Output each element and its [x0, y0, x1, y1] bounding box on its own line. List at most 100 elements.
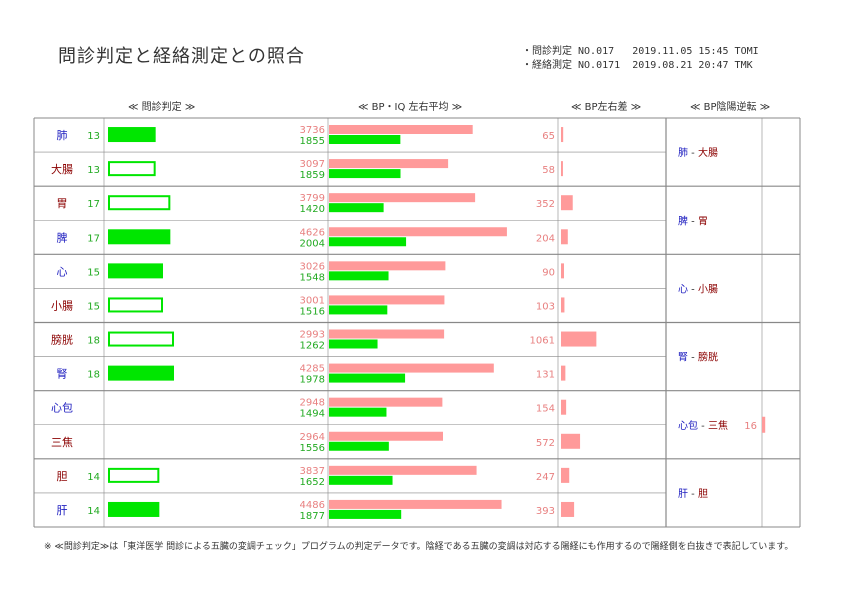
iq-bar [329, 407, 387, 417]
organ-label: 心包 [51, 402, 73, 415]
iq-bar [329, 305, 388, 315]
diff-bar [561, 195, 573, 211]
bp-bar [329, 227, 507, 237]
diff-label: 204 [536, 233, 555, 244]
iq-label: 1516 [300, 306, 325, 317]
footnote: ※ ≪問診判定≫は「東洋医学 問診による五臓の変調チェック」プログラムの判定デー… [44, 542, 794, 552]
organ-label: 大腸 [51, 162, 73, 176]
iq-label: 1877 [300, 511, 325, 522]
score-bar-hollow [108, 467, 160, 483]
monshin-record-info: ・問診判定 NO.017 2019.11.05 15:45 TOMI [522, 46, 759, 57]
diff-label: 58 [542, 165, 555, 176]
diff-label: 572 [536, 438, 555, 449]
bp-label: 4285 [300, 364, 325, 375]
organ-label: 胃 [57, 197, 68, 210]
score-bar-hollow [108, 297, 163, 313]
diff-bar [561, 127, 564, 143]
diff-label: 1061 [530, 336, 555, 347]
bp-bar [329, 363, 494, 373]
score-label: 18 [87, 370, 100, 381]
organ-label: 肝 [57, 504, 68, 517]
measurement-record-info: ・経絡測定 NO.0171 2019.08.21 20:47 TMK [522, 60, 753, 71]
organ-label: 胆 [57, 470, 68, 483]
diff-bar [561, 365, 566, 381]
diff-label: 103 [536, 301, 555, 312]
bp-bar [329, 499, 502, 509]
iq-bar [329, 203, 384, 213]
score-bar-hollow [108, 195, 171, 211]
bp-label: 3799 [300, 193, 325, 204]
iq-label: 1494 [300, 409, 325, 420]
iq-bar [329, 509, 402, 519]
bp-label: 3837 [300, 466, 325, 477]
diff-label: 131 [536, 370, 555, 381]
iq-label: 2004 [300, 238, 325, 249]
bp-label: 2964 [300, 432, 325, 443]
score-label: 17 [87, 199, 100, 210]
iq-label: 1855 [300, 136, 325, 147]
organ-label: 心 [57, 265, 68, 278]
diff-bar [561, 331, 597, 347]
iq-label: 1556 [300, 443, 325, 454]
iq-label: 1262 [300, 341, 325, 352]
score-label: 17 [87, 233, 100, 244]
diff-label: 154 [536, 404, 555, 415]
iq-bar [329, 271, 389, 281]
score-bar [108, 127, 156, 143]
inversion-bar [762, 416, 766, 433]
score-label: 13 [87, 131, 100, 142]
diff-label: 65 [542, 131, 555, 142]
iq-bar [329, 373, 406, 383]
diff-label: 90 [542, 267, 555, 278]
diff-bar [561, 467, 570, 483]
iq-bar [329, 169, 401, 179]
page-title: 問診判定と経絡測定との照合 [58, 46, 305, 67]
diff-bar [561, 229, 568, 245]
score-label: 15 [87, 301, 100, 312]
bp-label: 3736 [300, 125, 325, 136]
diff-bar [561, 501, 575, 517]
inversion-pair-label: 心 - 小腸 [678, 283, 718, 295]
bp-label: 2993 [300, 330, 325, 341]
diff-bar [561, 399, 567, 415]
diff-label: 393 [536, 506, 555, 517]
score-bar [108, 263, 163, 279]
bp-bar [329, 329, 445, 339]
score-label: 14 [87, 472, 100, 483]
diff-bar [561, 161, 563, 177]
organ-label: 小腸 [51, 299, 73, 312]
inversion-pair-label: 脾 - 胃 [678, 214, 708, 227]
iq-label: 1652 [300, 477, 325, 488]
inversion-pair-label: 腎 - 膀胱 [678, 351, 718, 364]
diff-label: 352 [536, 199, 555, 210]
bp-bar [329, 193, 476, 203]
organ-label: 腎 [57, 368, 68, 381]
inversion-pair-label: 肺 - 大腸 [678, 146, 718, 159]
score-label: 13 [87, 165, 100, 176]
bp-label: 4626 [300, 227, 325, 238]
score-label: 18 [87, 336, 100, 347]
score-bar [108, 229, 171, 245]
diff-label: 247 [536, 472, 555, 483]
organ-label: 脾 [57, 230, 68, 244]
bp-label: 3097 [300, 159, 325, 170]
score-label: 14 [87, 506, 100, 517]
bp-bar [329, 431, 443, 441]
iq-label: 1420 [300, 204, 325, 215]
bp-bar [329, 397, 443, 407]
inversion-pair-label: 心包 - 三焦 [678, 419, 728, 432]
bp-label: 3001 [300, 295, 325, 306]
organ-label: 三焦 [51, 436, 73, 449]
iq-label: 1548 [300, 272, 325, 283]
iq-label: 1978 [300, 375, 325, 386]
iq-label: 1859 [300, 170, 325, 181]
bp-label: 2948 [300, 398, 325, 409]
inversion-value-label: 16 [744, 421, 757, 432]
iq-bar [329, 475, 393, 485]
iq-bar [329, 237, 407, 247]
bp-bar [329, 295, 445, 305]
score-bar [108, 365, 174, 381]
bp-label: 4486 [300, 500, 325, 511]
bp-label: 3026 [300, 261, 325, 272]
